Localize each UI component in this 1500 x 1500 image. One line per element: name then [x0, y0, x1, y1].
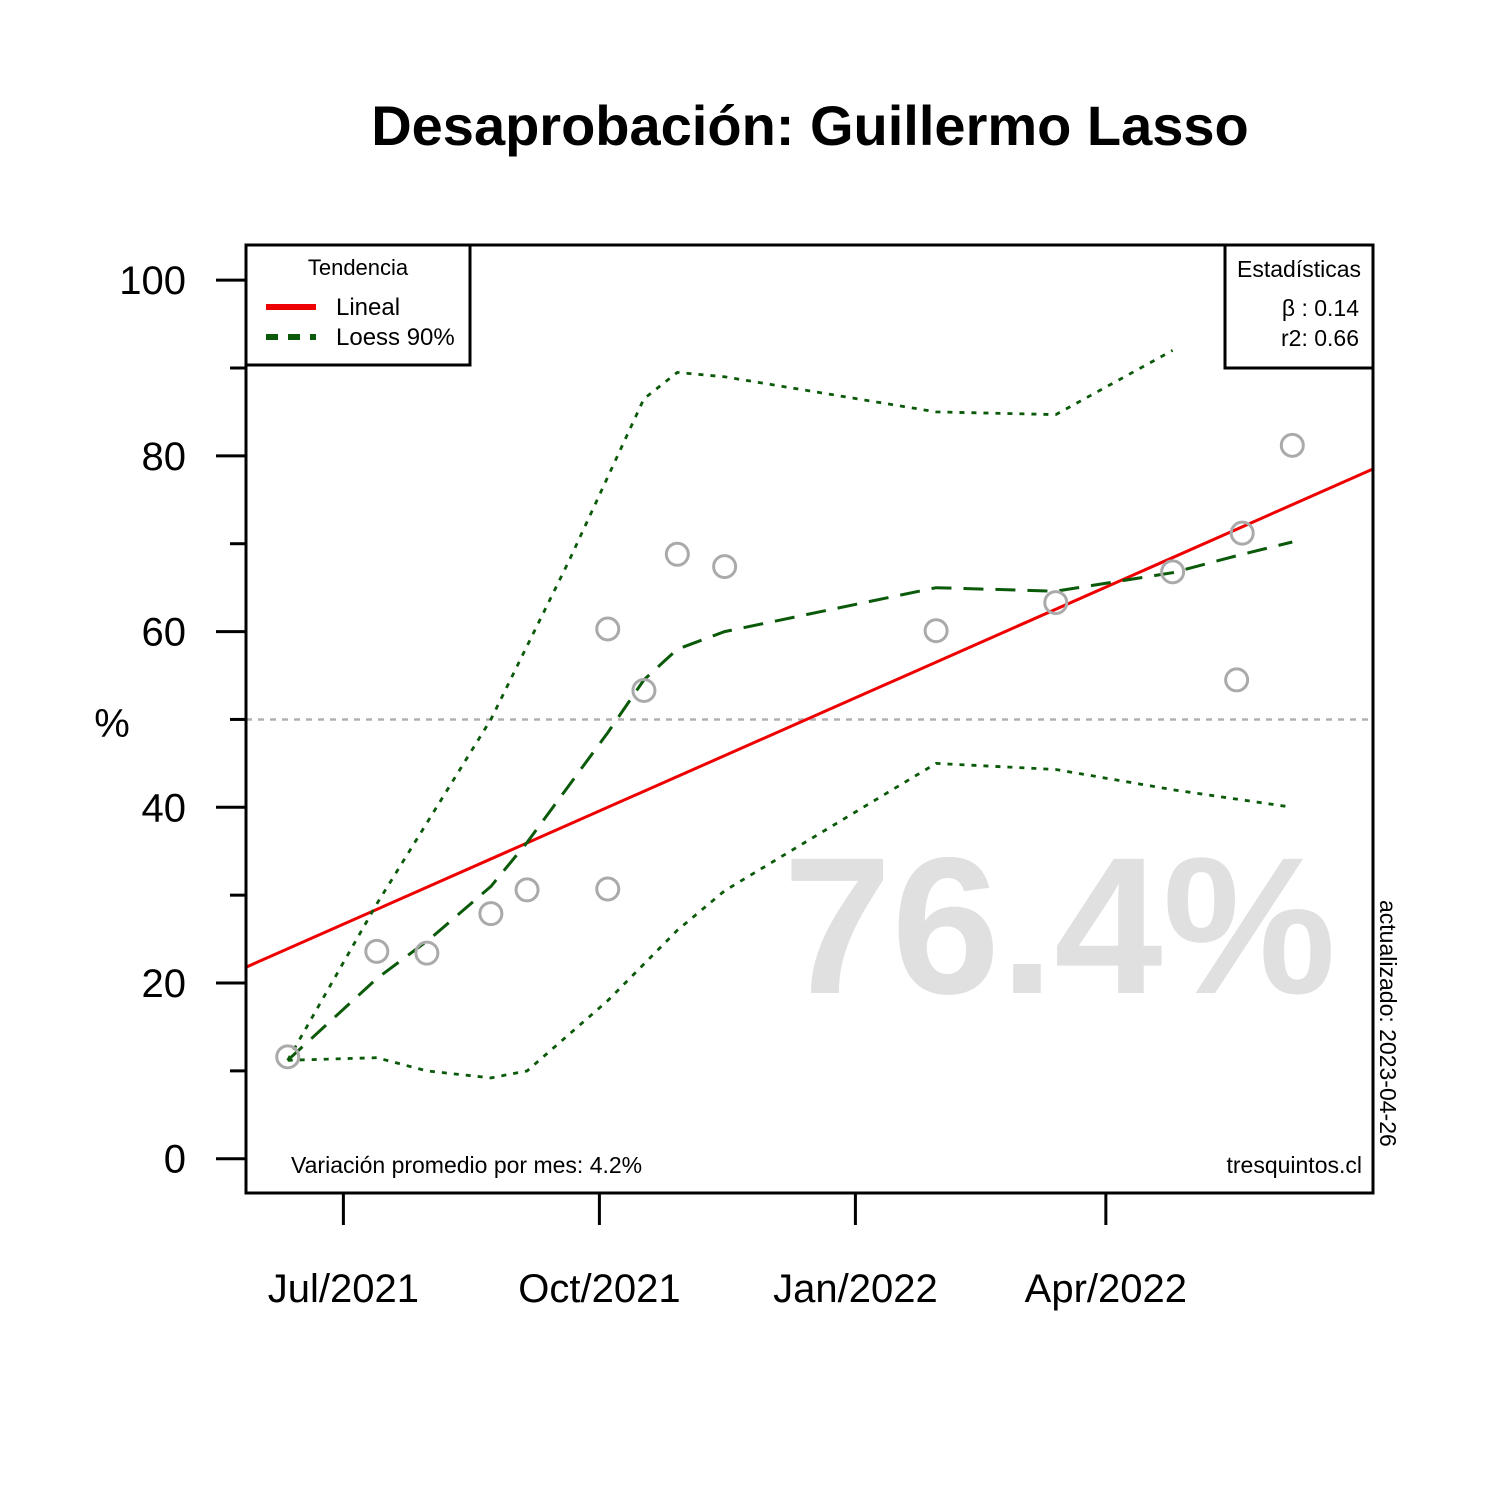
legend-box: [244, 243, 472, 367]
stats-beta: β : 0.14: [1282, 295, 1359, 321]
legend-title: Tendencia: [308, 255, 409, 280]
data-point: [631, 677, 657, 703]
big-value: 76.4%: [783, 817, 1336, 1035]
x-tick-label: Jan/2022: [773, 1267, 938, 1311]
y-tick-label: 0: [164, 1138, 186, 1182]
stats-r2: r2: 0.66: [1281, 325, 1359, 351]
data-point: [1229, 520, 1255, 546]
y-axis-label: %: [94, 702, 130, 746]
series-line-lineal: [246, 467, 1373, 969]
data-point: [712, 554, 738, 580]
stats-box-frame: [1223, 243, 1375, 370]
data-point: [1160, 559, 1186, 585]
x-tick-label: Oct/2021: [518, 1267, 680, 1311]
data-point: [364, 938, 390, 964]
stats-title: Estadísticas: [1237, 256, 1361, 282]
x-tick-label: Apr/2022: [1025, 1267, 1187, 1311]
y-tick-label: 100: [119, 259, 186, 303]
data-point: [664, 541, 690, 567]
series-line-upper-band: [286, 349, 1174, 1061]
data-point: [1043, 590, 1069, 616]
footer-variation: Variación promedio por mes: 4.2%: [291, 1152, 642, 1178]
series-line-lower-band: [287, 761, 1293, 1080]
updated-note: actualizado: 2023-04-26: [1375, 900, 1401, 1147]
y-tick-label: 20: [142, 962, 187, 1006]
data-point: [1279, 432, 1305, 458]
legend: Tendencia Lineal Loess 90%: [244, 243, 472, 367]
legend-label-lineal: Lineal: [336, 294, 400, 321]
legend-label-loess: Loess 90%: [336, 324, 455, 351]
axes-layer: 0 20 40 60 80 100 Jul/2021 Oct/2021 Jan/2022 Apr/…: [119, 259, 1187, 1311]
data-point: [1224, 667, 1250, 693]
series-line-loess-90-: [286, 540, 1293, 1062]
chart-title: Desaprobación: Guillermo Lasso: [371, 94, 1249, 157]
data-point: [478, 901, 504, 927]
stats-box: Estadísticas β : 0.14 r2: 0.66: [1223, 243, 1375, 370]
data-point: [595, 616, 621, 642]
footer-source: tresquintos.cl: [1226, 1152, 1362, 1178]
data-point: [275, 1044, 301, 1070]
data-point: [923, 618, 949, 644]
plot-layer: [246, 349, 1373, 1080]
y-tick-label: 80: [142, 435, 187, 479]
data-point: [414, 940, 440, 966]
x-tick-label: Jul/2021: [268, 1267, 419, 1311]
data-point: [514, 877, 540, 903]
data-point: [595, 876, 621, 902]
y-tick-label: 60: [142, 611, 187, 655]
y-tick-label: 40: [142, 786, 187, 830]
